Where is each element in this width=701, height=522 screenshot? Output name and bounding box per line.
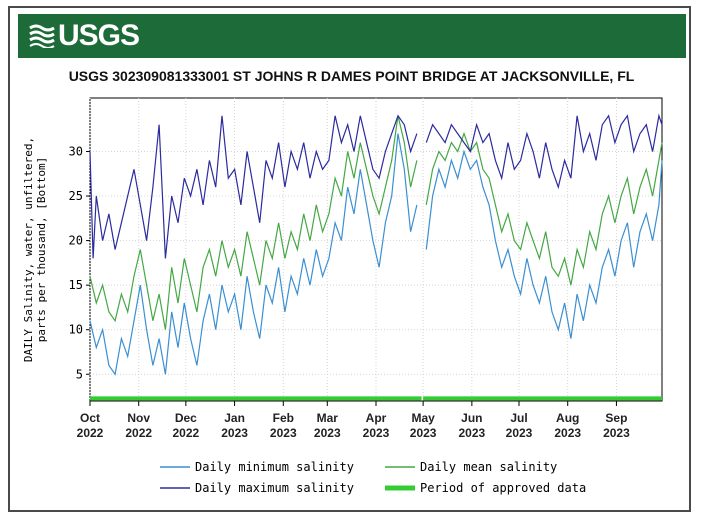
series-line	[89, 133, 418, 376]
x-tick-label-year: 2023	[603, 426, 630, 440]
x-tick-label-month: Oct	[80, 411, 100, 425]
x-tick-label-year: 2023	[554, 426, 581, 440]
x-tick-label-year: 2023	[314, 426, 341, 440]
x-tick-label-month: May	[411, 411, 435, 425]
y-tick-label: 20	[69, 234, 83, 248]
series-line	[89, 115, 418, 330]
x-tick-label-year: 2023	[506, 426, 533, 440]
x-tick-label-year: 2023	[410, 426, 437, 440]
x-tick-label-month: Sep	[605, 411, 627, 425]
x-tick-label-month: Aug	[556, 411, 579, 425]
usgs-logo-text: USGS	[58, 19, 140, 52]
usgs-logo: USGS	[28, 19, 140, 52]
x-tick-label-year: 2023	[459, 426, 486, 440]
x-tick-label-year: 2022	[125, 426, 152, 440]
chart-title: USGS 302309081333001 ST JOHNS R DAMES PO…	[68, 68, 635, 84]
usgs-banner: USGS	[18, 14, 686, 58]
series-line	[425, 149, 663, 339]
legend-label: Daily minimum salinity	[195, 460, 354, 474]
x-tick-label-month: Jul	[510, 411, 527, 425]
x-tick-label-month: Dec	[175, 411, 197, 425]
x-tick-label-year: 2023	[221, 426, 248, 440]
x-tick-label-month: Mar	[317, 411, 339, 425]
chart-frame: USGS USGS 302309081333001 ST JOHNS R DAM…	[8, 6, 691, 512]
x-tick-label-month: Jan	[224, 411, 245, 425]
series-line	[425, 113, 663, 190]
x-tick-label-year: 2022	[77, 426, 104, 440]
y-axis-label: parts per thousand, [Bottom]	[35, 157, 48, 342]
x-tick-label-month: Nov	[127, 411, 150, 425]
y-tick-label: 15	[69, 278, 83, 292]
legend-label: Daily mean salinity	[420, 460, 557, 474]
x-tick-label-month: Apr	[366, 411, 387, 425]
x-tick-label-year: 2023	[363, 426, 390, 440]
legend-label: Daily maximum salinity	[195, 481, 354, 495]
x-tick-label-month: Feb	[273, 411, 294, 425]
x-tick-label-year: 2023	[270, 426, 297, 440]
y-axis-label: DAILY Salinity, water, unfiltered,	[22, 137, 35, 362]
x-tick-label-year: 2022	[173, 426, 200, 440]
x-tick-label-month: Jun	[461, 411, 482, 425]
usgs-wave-icon	[29, 24, 55, 48]
y-tick-label: 5	[76, 367, 83, 381]
series-line	[89, 114, 418, 259]
salinity-chart: 51015202530Oct2022Nov2022Dec2022Jan2023F…	[22, 97, 663, 495]
y-tick-label: 25	[69, 189, 83, 203]
y-tick-label: 30	[69, 144, 83, 158]
legend-label: Period of approved data	[420, 481, 586, 495]
y-tick-label: 10	[69, 323, 83, 337]
series-line	[425, 131, 663, 286]
